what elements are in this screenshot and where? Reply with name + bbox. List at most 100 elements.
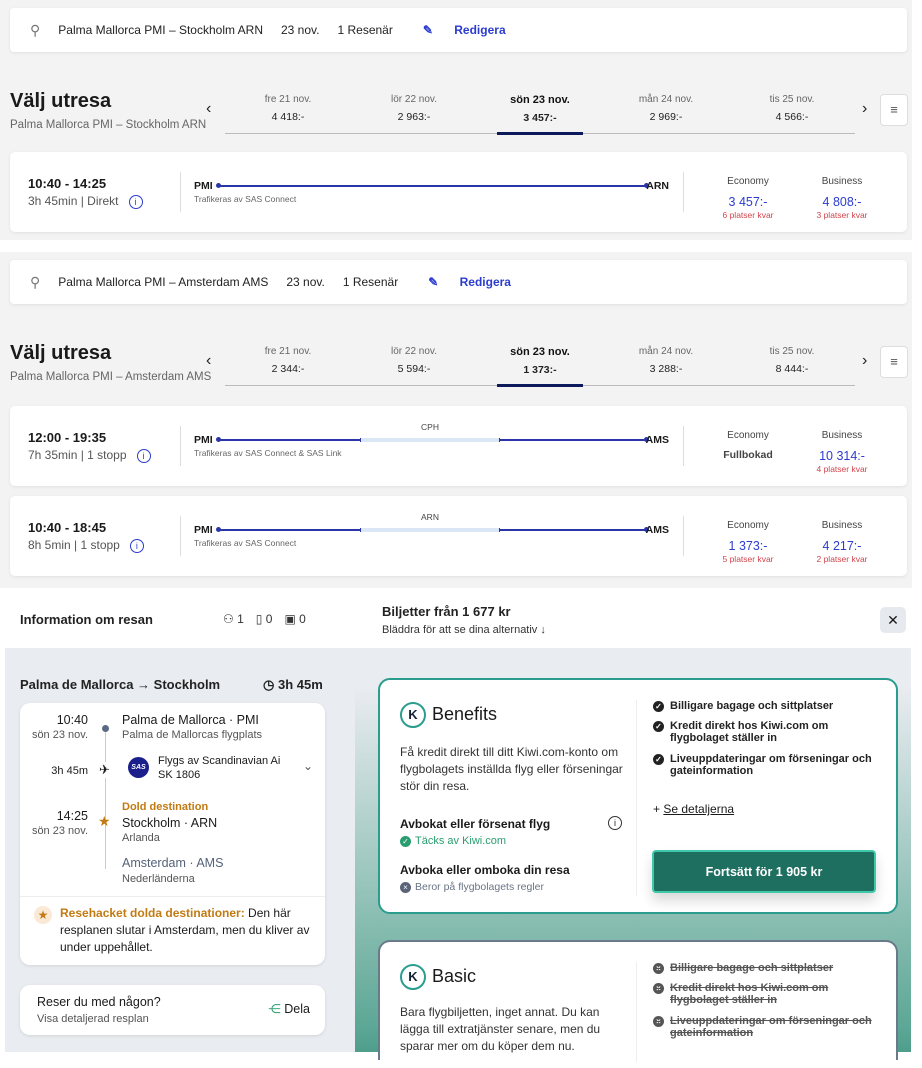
basic-name: Basic [432, 965, 477, 986]
fare-label: Business [821, 176, 863, 187]
edit-button[interactable]: ✎ Redigera [428, 275, 529, 289]
basic-feature: × Liveuppdateringar om förseningar och ga… [653, 1015, 883, 1039]
benefit-feature: ✓ Kredit direkt hos Kiwi.com om flygbolag… [653, 720, 883, 744]
date-tabs: fre 21 nov. 4 418:- lör 22 nov. 2 963:- sön … [225, 94, 855, 135]
fare-price[interactable]: 3 457:- [728, 195, 768, 209]
bag-icon: ▯ [255, 612, 263, 626]
fare-price[interactable]: Fullbokad [723, 449, 773, 461]
share-button[interactable]: ⋲ Dela [268, 1001, 310, 1016]
search-date: 23 nov. [281, 23, 320, 37]
fare-price[interactable]: 4 808:- [822, 195, 862, 209]
share-title: Reser du med någon? [37, 995, 161, 1009]
fare-price[interactable]: 10 314:- [819, 449, 865, 463]
sas-flight-panel: ⚲ Palma Mallorca PMI – Stockholm ARN 23 … [0, 0, 912, 240]
share-card: Reser du med någon? Visa detaljerad resp… [20, 985, 325, 1035]
see-details-link[interactable]: + Se detaljerna [653, 802, 734, 816]
fare-label: Economy [727, 520, 769, 531]
fare-price[interactable]: 4 217:- [822, 539, 862, 553]
operator-text: Trafikeras av SAS Connect [194, 194, 297, 204]
origin-code: PMI [194, 180, 213, 192]
origin-code: PMI [194, 434, 213, 446]
cabin-bags-value: 0 [265, 612, 273, 626]
date-tab[interactable]: fre 21 nov. 2 344:- [225, 346, 351, 385]
arrival-place: Stockholm · ARN [122, 816, 218, 830]
next-dates-button[interactable]: › [862, 352, 867, 370]
filter-button[interactable]: ≡ [880, 346, 908, 378]
layover-segment [360, 438, 500, 442]
checked-bags-count: ▣ 0 [284, 612, 305, 626]
info-icon[interactable]: i [129, 539, 144, 553]
chevron-left-icon: ‹ [206, 100, 212, 117]
fare-price[interactable]: 1 373:- [728, 539, 768, 553]
flight-duration-text: 3h 45min | Direkt [28, 194, 119, 208]
date-tab-day: fre 21 nov. [264, 346, 312, 357]
date-tab-day: tis 25 nov. [769, 94, 815, 105]
filter-button[interactable]: ≡ [880, 94, 908, 126]
chevron-down-icon: ⌄ [302, 759, 313, 773]
close-button[interactable]: ✕ [880, 607, 906, 633]
date-tab-price: 1 373:- [523, 364, 557, 376]
prev-dates-button[interactable]: ‹ [206, 352, 211, 370]
benefits-card[interactable]: K Benefits Få kredit direkt till ditt Kiw… [378, 678, 898, 914]
date-tab[interactable]: tis 25 nov. 8 444:- [729, 346, 855, 385]
fare-label: Business [821, 430, 863, 441]
business-fare[interactable]: Business 4 217:- 2 platser kvar [797, 520, 887, 564]
info-icon[interactable]: i [128, 195, 143, 209]
check-icon: ✓ [653, 754, 664, 765]
close-icon: ✕ [887, 612, 899, 628]
share-label: Dela [284, 1002, 310, 1016]
date-tab[interactable]: tis 25 nov. 4 566:- [729, 94, 855, 133]
date-tab-day: mån 24 nov. [638, 346, 694, 357]
sliders-icon: ≡ [890, 102, 898, 117]
basic-description: Bara flygbiljetten, inget annat. Du kan … [400, 1005, 601, 1053]
edit-button[interactable]: ✎ Redigera [423, 23, 524, 37]
seats-left: 3 platser kvar [816, 210, 868, 220]
search-summary-bar[interactable]: ⚲ Palma Mallorca PMI – Amsterdam AMS 23 … [10, 260, 907, 304]
date-tab[interactable]: sön 23 nov. 3 457:- [477, 94, 603, 135]
flight-number: SK 1806 [158, 769, 201, 781]
business-fare[interactable]: Business 10 314:- 4 platser kvar [797, 430, 887, 474]
fare-label: Business [821, 520, 863, 531]
route-bar [216, 183, 649, 188]
date-tab-price: 4 418:- [271, 111, 305, 123]
arrival-airport: Arlanda [122, 832, 160, 844]
date-tab[interactable]: mån 24 nov. 3 288:- [603, 346, 729, 385]
flight-card[interactable]: 10:40 - 14:25 3h 45min | Direkt i PMI ARN… [10, 152, 907, 232]
economy-fare[interactable]: Economy 3 457:- 6 platser kvar [703, 176, 793, 220]
benefits-name: Benefits [432, 703, 498, 724]
date-tab-price: 2 344:- [271, 363, 305, 375]
info-icon[interactable]: i [136, 449, 151, 463]
date-tab[interactable]: lör 22 nov. 5 594:- [351, 346, 477, 385]
date-tab[interactable]: fre 21 nov. 4 418:- [225, 94, 351, 133]
sliders-icon: ≡ [890, 354, 898, 369]
feature-text: Liveuppdateringar om förseningar och gat… [670, 1015, 872, 1039]
economy-fare[interactable]: Economy 1 373:- 5 platser kvar [703, 520, 793, 564]
continue-button[interactable]: Fortsätt för 1 905 kr [652, 850, 876, 893]
benefits-title: K Benefits [400, 702, 497, 728]
x-icon: × [653, 983, 664, 994]
date-tab[interactable]: sön 23 nov. 1 373:- [477, 346, 603, 387]
next-dates-button[interactable]: › [862, 100, 867, 118]
benefit-feature: ✓ Liveuppdateringar om förseningar och ga… [653, 753, 883, 777]
economy-fare[interactable]: Economy Fullbokad [703, 430, 793, 462]
date-tab-day: fre 21 nov. [264, 94, 312, 105]
fare-label: Economy [727, 176, 769, 187]
date-tab-price: 3 457:- [523, 112, 557, 124]
search-summary-bar[interactable]: ⚲ Palma Mallorca PMI – Stockholm ARN 23 … [10, 8, 907, 52]
flight-card[interactable]: 12:00 - 19:35 7h 35min | 1 stopp i PMI CP… [10, 406, 907, 486]
seats-left: 2 platser kvar [816, 554, 868, 564]
star-icon: ★ [98, 813, 111, 829]
cancel-status-text: Täcks av Kiwi.com [415, 835, 507, 847]
prev-dates-button[interactable]: ‹ [206, 100, 211, 118]
itinerary-card: 10:40 sön 23 nov. Palma de Mallorca · PM… [20, 703, 325, 965]
pencil-icon: ✎ [428, 275, 439, 289]
date-tab[interactable]: lör 22 nov. 2 963:- [351, 94, 477, 133]
date-tab[interactable]: mån 24 nov. 2 969:- [603, 94, 729, 133]
route-title: Palma de Mallorca → Stockholm [20, 677, 221, 692]
flight-segment-toggle[interactable]: SAS Flygs av Scandinavian Ai SK 1806 ⌄ [123, 751, 318, 785]
flight-card[interactable]: 10:40 - 18:45 8h 5min | 1 stopp i PMI ARN… [10, 496, 907, 576]
layover-code: ARN [421, 512, 439, 522]
basic-card[interactable]: K Basic Bara flygbiljetten, inget annat. … [378, 940, 898, 1062]
info-icon[interactable]: i [608, 816, 622, 830]
business-fare[interactable]: Business 4 808:- 3 platser kvar [797, 176, 887, 220]
